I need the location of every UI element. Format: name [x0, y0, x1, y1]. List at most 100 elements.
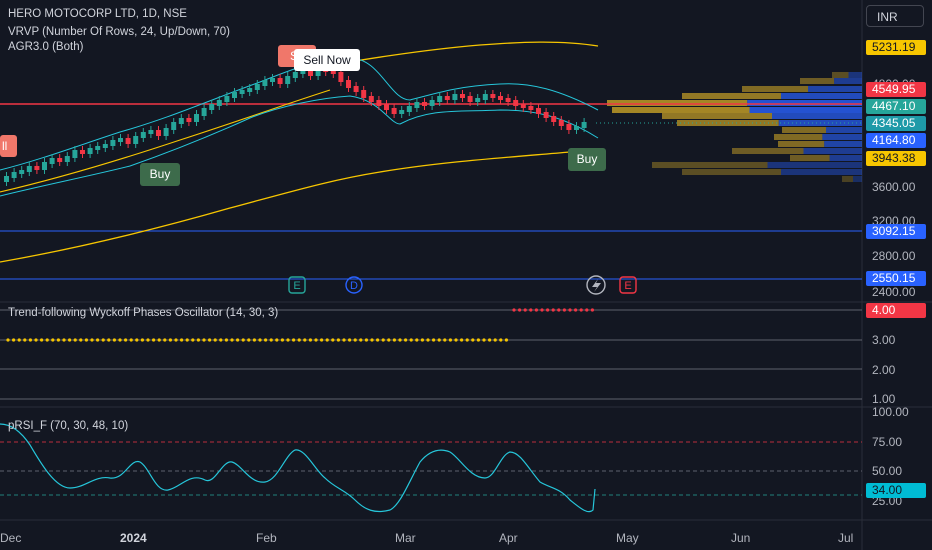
osc-dot: [152, 338, 156, 342]
candle: [201, 104, 207, 120]
candle: [254, 80, 260, 94]
osc-dot: [415, 338, 419, 342]
osc-dot: [146, 338, 150, 342]
candle: [102, 140, 108, 152]
osc-dot: [320, 338, 324, 342]
osc-dot: [331, 338, 335, 342]
osc-dot: [348, 338, 352, 342]
sell-signal-left: ll: [0, 135, 17, 157]
earnings-marker-label-2: E: [624, 280, 631, 292]
volume-profile-row: [778, 141, 862, 147]
osc-axis-label: 3.00: [872, 333, 896, 347]
price-axis-label: 2400.00: [872, 285, 916, 299]
osc-dot: [518, 308, 522, 312]
oscillator-label[interactable]: Trend-following Wyckoff Phases Oscillato…: [8, 307, 279, 319]
osc-dot: [574, 308, 578, 312]
price-tag-3943: 3943.38: [866, 151, 926, 166]
rsi-axis-label: 100.00: [872, 405, 909, 419]
osc-dot: [392, 338, 396, 342]
time-axis-label: Jun: [731, 531, 751, 545]
candle: [566, 120, 572, 134]
earnings-marker-2[interactable]: E: [619, 276, 637, 294]
mid-line: [0, 89, 331, 193]
osc-dot: [107, 338, 111, 342]
candle: [574, 122, 579, 134]
candle: [34, 162, 40, 174]
dividend-marker[interactable]: D: [345, 276, 363, 294]
osc-dot: [68, 338, 72, 342]
osc-dot: [359, 338, 363, 342]
candle: [148, 126, 154, 138]
candle: [80, 146, 85, 158]
buy-signal-1: Buy: [140, 163, 180, 186]
volume-profile-row: [842, 176, 862, 182]
osc-dot: [17, 338, 21, 342]
candle: [543, 108, 549, 122]
osc-dot: [398, 338, 402, 342]
candle: [391, 104, 397, 118]
osc-dot: [73, 338, 77, 342]
rsi-value-tag: 34.00: [866, 483, 926, 498]
candle: [178, 114, 184, 128]
candle: [414, 98, 420, 112]
currency-button[interactable]: INR: [866, 5, 924, 27]
osc-dot: [168, 338, 172, 342]
osc-dot: [297, 338, 301, 342]
osc-dot: [353, 338, 357, 342]
volume-profile-row: [800, 78, 862, 84]
indicator-vrvp-label[interactable]: VRVP (Number Of Rows, 24, Up/Down, 70): [8, 26, 230, 38]
osc-dot: [540, 308, 544, 312]
volume-profile: [607, 72, 862, 182]
volume-profile-row: [774, 134, 862, 140]
candle: [467, 92, 473, 106]
candle: [422, 98, 427, 110]
osc-dot: [590, 308, 595, 312]
earnings-marker-1[interactable]: E: [288, 276, 306, 294]
candle: [133, 132, 139, 148]
candlestick-series[interactable]: [4, 62, 587, 186]
candle: [26, 162, 32, 176]
osc-dot: [208, 338, 212, 342]
osc-dot: [443, 338, 447, 342]
osc-dot: [140, 338, 144, 342]
candle: [338, 68, 344, 86]
osc-dot: [432, 338, 436, 342]
candle: [353, 82, 359, 96]
candle: [125, 134, 131, 148]
volume-profile-row: [782, 127, 862, 133]
volume-profile-row: [652, 162, 862, 168]
osc-axis-label: 2.00: [872, 363, 896, 377]
osc-dot: [504, 338, 508, 342]
osc-dot: [308, 338, 312, 342]
oscillator-value-tag: 4.00: [866, 303, 926, 318]
osc-dot: [247, 338, 251, 342]
osc-dot: [174, 338, 178, 342]
candle: [505, 94, 511, 106]
earnings-marker-label: E: [293, 280, 300, 292]
time-axis-label: Dec: [0, 531, 22, 545]
rsi-line: [0, 423, 596, 513]
candle: [513, 96, 519, 110]
osc-dot: [264, 338, 268, 342]
candle: [399, 106, 405, 118]
indicator-agr-label[interactable]: AGR3.0 (Both): [8, 41, 84, 53]
osc-dot: [185, 338, 189, 342]
candle: [558, 116, 564, 130]
osc-dot: [476, 338, 480, 342]
price-axis-label: 3600.00: [872, 180, 916, 194]
candle: [110, 136, 116, 150]
candle: [384, 100, 389, 114]
time-axis-label: May: [616, 531, 639, 545]
flash-event-icon[interactable]: [586, 275, 606, 295]
candle: [520, 100, 526, 112]
osc-dot: [157, 338, 161, 342]
lower-band: [0, 95, 599, 197]
candle: [528, 102, 534, 114]
osc-dot: [336, 338, 340, 342]
osc-dot: [180, 338, 184, 342]
osc-dot: [512, 308, 516, 312]
rsi-label[interactable]: pRSI_F (70, 30, 48, 10): [8, 420, 129, 432]
candle: [216, 96, 222, 110]
candle: [490, 90, 496, 102]
